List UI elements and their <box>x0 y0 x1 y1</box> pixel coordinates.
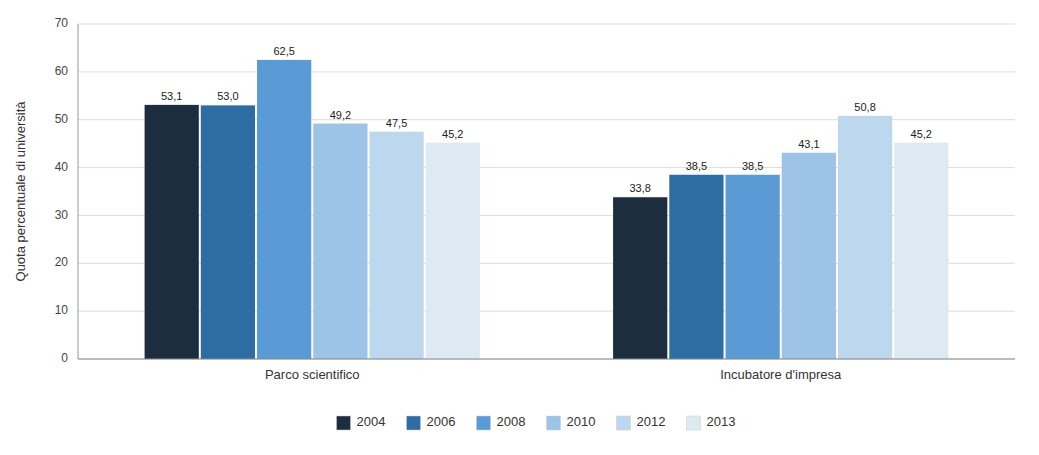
legend-swatch <box>337 416 351 430</box>
bar <box>838 116 892 359</box>
y-tick-label: 70 <box>55 16 69 30</box>
y-grid: 0 10 20 30 40 50 60 70 <box>55 16 1015 365</box>
bar <box>726 175 780 359</box>
bar <box>613 197 667 359</box>
legend-label: 2008 <box>497 414 526 429</box>
y-tick-label: 50 <box>55 112 69 126</box>
data-label: 47,5 <box>386 117 407 129</box>
data-label: 45,2 <box>442 128 463 140</box>
bars <box>145 60 949 359</box>
legend-label: 2006 <box>427 414 456 429</box>
legend-swatch <box>687 416 701 430</box>
bar <box>201 105 255 359</box>
data-label: 50,8 <box>854 101 875 113</box>
y-axis-line <box>78 24 79 359</box>
bar <box>894 143 948 359</box>
data-label: 49,2 <box>330 109 351 121</box>
y-tick-label: 30 <box>55 208 69 222</box>
legend-label: 2013 <box>707 414 736 429</box>
legend: 2004 2006 2008 2010 2012 2013 <box>337 414 736 430</box>
legend-swatch <box>407 416 421 430</box>
data-labels: 53,1 33,8 53,0 38,5 62,5 38,5 49,2 43,1 47,5 50,8… <box>161 45 932 194</box>
data-label: 38,5 <box>686 160 707 172</box>
y-tick-label: 20 <box>55 255 69 269</box>
bar <box>145 105 199 359</box>
bar <box>313 124 367 359</box>
grid-line <box>78 24 1015 25</box>
bar <box>257 60 311 359</box>
y-axis-label: Quota percentuale di università <box>13 101 28 282</box>
data-label: 45,2 <box>911 128 932 140</box>
chart-container: 0 10 20 30 40 50 60 70 Quota percentuale di univ… <box>0 0 1039 455</box>
x-tick-label: Parco scientifico <box>265 367 360 382</box>
data-label: 53,1 <box>161 90 182 102</box>
bar <box>782 153 836 359</box>
x-tick-label: Incubatore d'impresa <box>720 367 842 382</box>
data-label: 43,1 <box>798 138 819 150</box>
y-tick-label: 40 <box>55 160 69 174</box>
legend-swatch <box>477 416 491 430</box>
data-label: 53,0 <box>217 90 238 102</box>
y-tick-label: 10 <box>55 303 69 317</box>
grid-line <box>78 359 1015 360</box>
bar <box>369 132 423 359</box>
grid-line <box>78 71 1015 72</box>
chart-svg: 0 10 20 30 40 50 60 70 Quota percentuale di univ… <box>0 0 1039 455</box>
y-tick-label: 0 <box>61 351 68 365</box>
legend-label: 2010 <box>567 414 596 429</box>
legend-label: 2012 <box>637 414 666 429</box>
y-tick-label: 60 <box>55 64 69 78</box>
bar <box>426 143 480 359</box>
x-axis-line <box>78 359 1015 360</box>
legend-swatch <box>617 416 631 430</box>
data-label: 62,5 <box>273 45 294 57</box>
data-label: 38,5 <box>742 160 763 172</box>
bar <box>669 175 723 359</box>
data-label: 33,8 <box>629 182 650 194</box>
legend-swatch <box>547 416 561 430</box>
legend-label: 2004 <box>357 414 386 429</box>
